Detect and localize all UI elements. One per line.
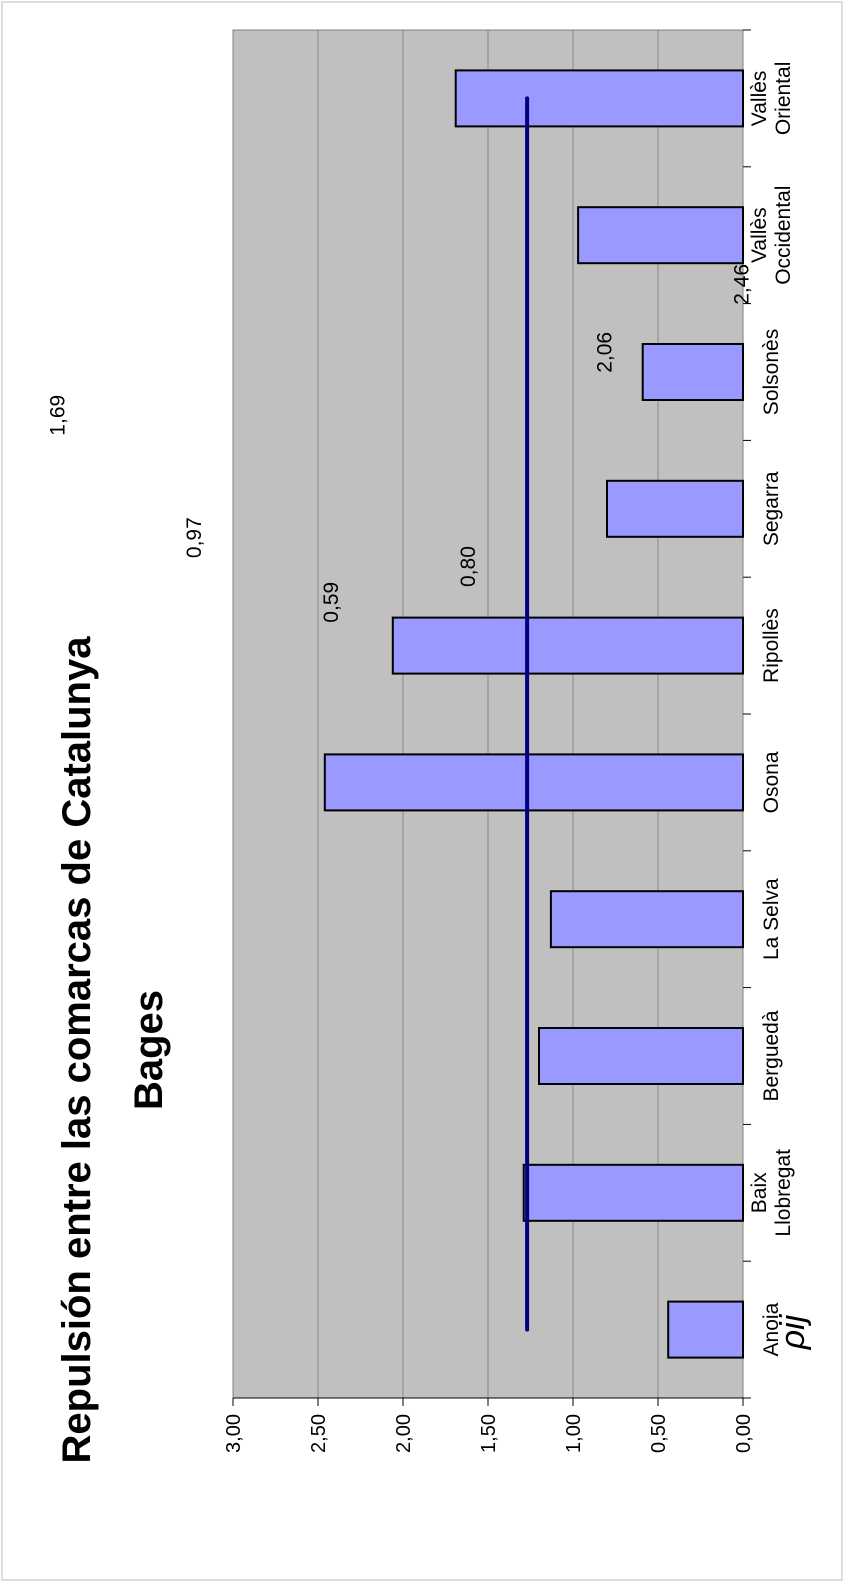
data-label: 0,80 [457, 546, 480, 587]
category-label: Vallès [748, 207, 771, 263]
value-tick-label: 2,00 [393, 1414, 415, 1453]
data-label: 0,59 [320, 582, 343, 623]
category-label: Occidental [772, 186, 795, 285]
bar-anoia [667, 1300, 745, 1359]
category-label: La Selva [760, 878, 783, 960]
category-label: Osona [760, 751, 783, 813]
value-tick-label: 1,00 [563, 1414, 585, 1453]
data-label: 2,46 [730, 264, 753, 305]
bar-ripoll-s [391, 616, 744, 675]
value-tick-label: 2,50 [308, 1414, 330, 1453]
bar-bergued- [538, 1027, 744, 1085]
bar-osona [323, 753, 744, 812]
chart-title: Repulsión entre las comarcas de Cataluny… [55, 636, 99, 1464]
value-tick-label: 0,00 [733, 1414, 755, 1453]
bar-solson-s [641, 343, 745, 401]
value-tick-label: 0,50 [648, 1414, 670, 1453]
chart-subtitle: Bages [127, 990, 171, 1110]
category-label: Segarra [760, 471, 783, 546]
category-label: Anoia [760, 1302, 783, 1356]
data-label: 1,69 [46, 395, 69, 436]
category-label: Vallès [748, 71, 771, 127]
bar-la-selva [549, 890, 745, 949]
y-axis-label: ρij [774, 1313, 812, 1350]
data-label: 2,06 [594, 332, 617, 373]
category-label: Ripollès [760, 608, 783, 683]
data-label: 0,97 [183, 517, 206, 558]
bar-vall-s-oriental [454, 69, 744, 128]
value-tick-label: 3,00 [223, 1414, 245, 1453]
plot-area: 0,000,501,001,502,002,503,000,44Anoia1,2… [46, 29, 795, 1453]
bar-segarra [606, 479, 744, 538]
category-label: Berguedà [760, 1010, 783, 1101]
category-label: Solsonès [760, 329, 783, 415]
bar-vall-s-occidental [577, 206, 744, 265]
category-label: Oriental [772, 62, 795, 136]
category-label: Llobregat [772, 1149, 795, 1237]
bar-baix-llobregat [522, 1163, 745, 1222]
value-tick-label: 1,50 [478, 1414, 500, 1453]
category-label: Baix [748, 1172, 771, 1213]
